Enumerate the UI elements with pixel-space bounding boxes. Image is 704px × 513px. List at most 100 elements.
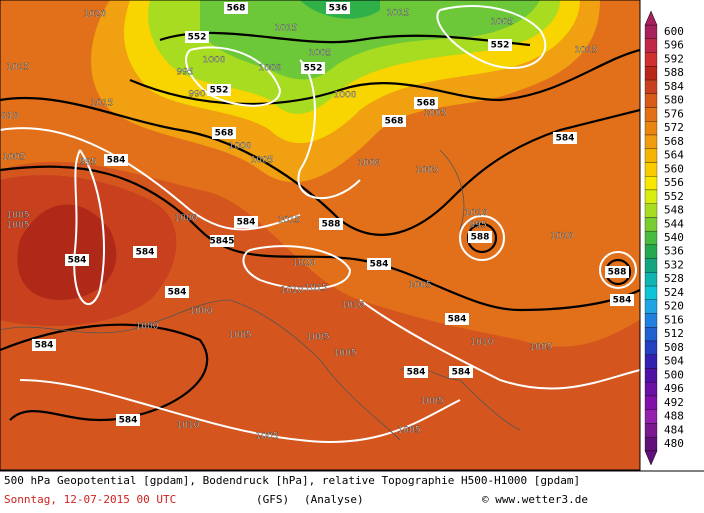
pressure-label: 995 [79,158,96,168]
pressure-isobar [599,251,637,289]
colorbar-label: 508 [664,341,684,354]
colorbar-label: 544 [664,217,684,230]
pressure-isobar [359,299,641,390]
pressure-label: 1005 [424,109,447,119]
colorbar-swatch [644,38,658,53]
geopotential-label: 536 [329,4,348,14]
colorbar-label: 564 [664,149,684,162]
label-box [414,97,438,109]
colorbar-swatch [644,244,658,259]
map: 568 536 1020 1015 1015 1005 552 552 1015 1000 995 5… [0,0,641,471]
geopotential-label: 584 [448,315,467,325]
pressure-label: 1000 [358,159,381,169]
colorbar-swatch [644,340,658,355]
pressure-label: 1020 [293,259,316,269]
pressure-label: 1015 [278,216,301,226]
colorbar-swatch [644,285,658,300]
colorbar-label: 576 [664,107,684,120]
pressure-label: 1015 [275,24,298,34]
pressure-label: 1005 [251,156,274,166]
label-box [212,127,236,139]
colorbar-label: 560 [664,162,684,175]
pressure-label: 1010 [281,286,304,296]
geopotential-label: 584 [237,218,256,228]
label-box [319,218,343,230]
pressure-isobar [436,5,547,69]
colorbar-label: 520 [664,300,684,313]
colorbar-label: 572 [664,121,684,134]
pressure-label: 1005 [229,331,252,341]
geopotential-label: 584 [168,288,187,298]
geopotential-contour [0,96,641,236]
footer-copyright: © www.wetter3.de [482,493,588,506]
geopotential-label: 584 [407,368,426,378]
pressure-label: 1005 [7,211,30,221]
pressure-label: 1015 [575,46,598,56]
pressure-label: 1015 [91,99,114,109]
colorbar-label: 500 [664,368,684,381]
geopotential-label: 584 [119,416,138,426]
colorbar-label: 528 [664,272,684,285]
pressure-label: 1000 [175,214,198,224]
pressure-label: 1010 [342,301,365,311]
geopotential-label: 552 [304,64,323,74]
geopotential-contour [0,165,641,312]
colorbar-swatch [644,272,658,287]
colorbar-label: 596 [664,39,684,52]
colorbar-swatch [644,176,658,191]
pressure-label: 1010 [465,209,488,219]
label-box [445,313,469,325]
geopotential-label: 584 [613,296,632,306]
colorbar-swatch [644,217,658,232]
pressure-label: 995 [469,221,486,231]
colorbar-swatch [644,299,658,314]
colorbar-label: 480 [664,437,684,450]
geopotential-label: 568 [417,99,436,109]
pressure-label: 1005 [416,166,439,176]
label-box [165,286,189,298]
colorbar-label: 592 [664,52,684,65]
pressure-label: 1000 [136,322,159,332]
label-box [610,294,634,306]
pressure-label: 1005 [398,426,421,436]
pressure-label: 1005 [530,343,553,353]
label-box [234,216,258,228]
colorbar-swatch [644,368,658,383]
label-box [207,84,231,96]
footer-model: (GFS) [256,493,289,506]
geopotential-label: 584 [107,156,126,166]
pressure-isobar [185,46,282,107]
colorbar-swatch [644,107,658,122]
pressure-label: 1005 [3,153,26,163]
pressure-isobar [242,245,352,290]
colorbar-swatch [644,409,658,424]
colorbar-swatch [644,79,658,94]
pressure-label: 1005 [7,221,30,231]
footer-date: Sonntag, 12-07-2015 00 UTC [4,493,176,506]
coldest-band [200,0,540,80]
geopotential-label: 584 [68,256,87,266]
colorbar-label: 536 [664,245,684,258]
pressure-label: 1005 [307,333,330,343]
colorbar-swatch [644,189,658,204]
geopotential-contour [0,323,209,422]
pressure-label: 1000 [334,91,357,101]
colorbar-label: 552 [664,190,684,203]
colorbar-swatch [644,162,658,177]
pressure-isobar [0,127,301,231]
colorbar-swatch [644,134,658,149]
colorbar-label: 504 [664,355,684,368]
colorbar-label: 584 [664,80,684,93]
geopotential-label: 588 [322,220,341,230]
pressure-isobar [459,215,505,261]
pressure-label: 1000 [203,56,226,66]
geopotential-label: 584 [136,248,155,258]
colorbar-label: 516 [664,313,684,326]
pressure-isobar [297,59,361,199]
pressure-label: 1015 [387,9,410,19]
geopotential-label: 552 [188,33,207,43]
pressure-label: 1015 [305,284,328,294]
pressure-label: 1005 [334,349,357,359]
colorbar-label: 488 [664,410,684,423]
colorbar-swatch [644,258,658,273]
